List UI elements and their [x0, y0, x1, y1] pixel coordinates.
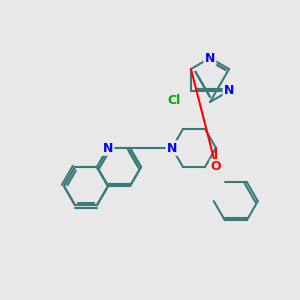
Text: O: O — [211, 160, 221, 173]
Text: N: N — [224, 85, 234, 98]
Text: N: N — [167, 142, 177, 154]
Text: N: N — [103, 142, 113, 154]
Text: N: N — [205, 52, 215, 64]
Text: Cl: Cl — [167, 94, 180, 107]
